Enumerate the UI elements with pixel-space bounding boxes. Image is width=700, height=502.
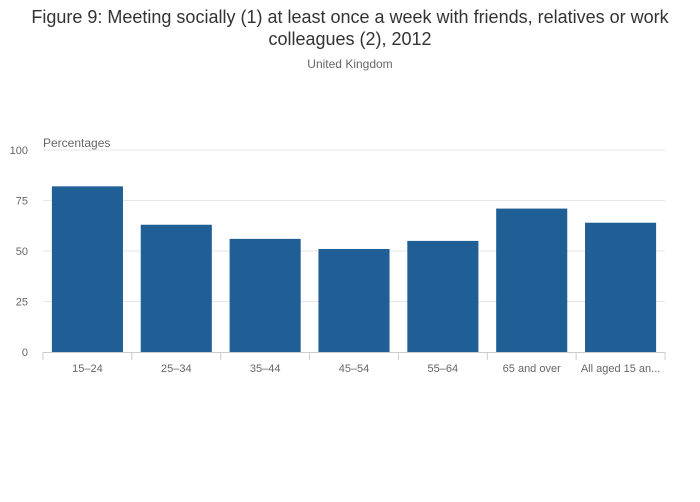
bar[interactable]: [140, 224, 212, 352]
x-tick-labels: 15–24 25–34 35–44 45–54 55–64 65 and over All …: [42, 352, 666, 375]
bars: [51, 186, 657, 352]
x-tick-label: 55–64: [428, 363, 459, 375]
chart-subtitle: United Kingdom: [307, 57, 393, 71]
bar[interactable]: [407, 240, 479, 352]
y-tick-labels: 0 25 50 75 100: [10, 145, 28, 359]
y-tick-label: 75: [16, 196, 28, 208]
x-tick-label: 35–44: [250, 363, 281, 375]
bar[interactable]: [51, 186, 123, 352]
y-tick-label: 25: [16, 297, 28, 309]
x-tick-label: 15–24: [72, 363, 103, 375]
y-axis-label: Percentages: [43, 136, 110, 150]
x-tick-label: 25–34: [161, 363, 192, 375]
bar[interactable]: [585, 222, 657, 352]
y-tick-label: 100: [10, 145, 28, 157]
bar[interactable]: [496, 208, 568, 352]
y-tick-label: 0: [22, 347, 28, 359]
x-tick-label: 45–54: [339, 363, 370, 375]
y-tick-label: 50: [16, 246, 28, 258]
x-tick-label: 65 and over: [503, 363, 561, 375]
bar[interactable]: [318, 248, 390, 352]
x-tick-label: All aged 15 an...: [581, 363, 661, 375]
bar[interactable]: [229, 238, 301, 352]
chart-title: Figure 9: Meeting socially (1) at least …: [31, 7, 669, 49]
